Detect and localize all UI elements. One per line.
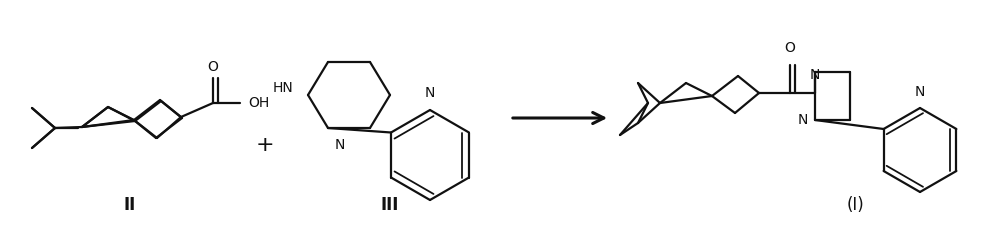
Text: III: III [381,196,399,214]
Text: N: N [425,86,435,100]
Text: N: N [915,85,925,99]
Text: (I): (I) [846,196,864,214]
Text: N: N [335,138,345,152]
Text: OH: OH [248,96,269,110]
Text: N: N [798,113,808,127]
Text: O: O [208,60,218,74]
Text: II: II [124,196,136,214]
Text: O: O [785,41,795,55]
Text: N: N [810,68,820,82]
Text: +: + [256,135,274,155]
Text: HN: HN [272,81,293,95]
